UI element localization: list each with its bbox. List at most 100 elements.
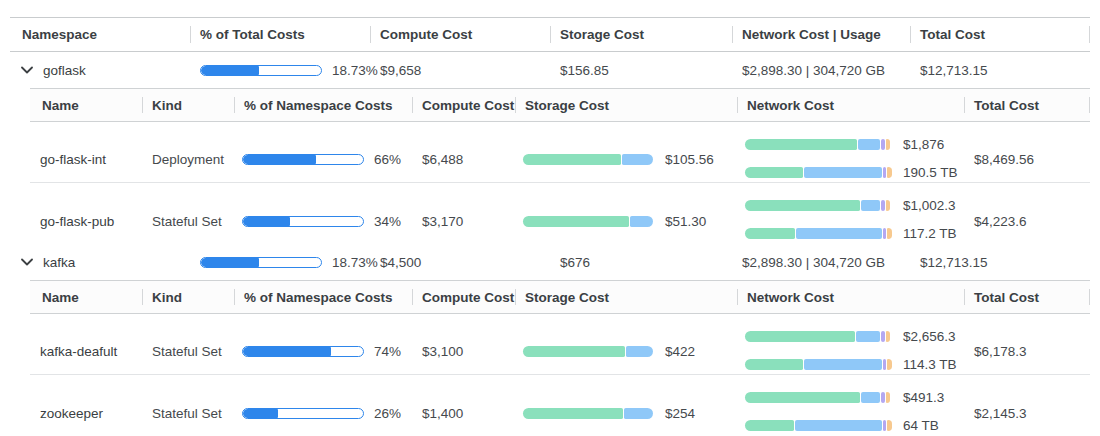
bar-segment bbox=[745, 420, 794, 431]
storage-cost-bar bbox=[523, 154, 655, 165]
bar-segment bbox=[745, 228, 795, 239]
subheader-network-cost: Network Cost bbox=[737, 89, 964, 121]
bar-segment bbox=[886, 139, 890, 150]
bar-segment bbox=[622, 154, 654, 165]
bar-segment bbox=[881, 200, 885, 211]
bar-segment bbox=[745, 392, 860, 403]
subheader-storage-cost: Storage Cost bbox=[515, 281, 737, 313]
network-usage-value: 117.2 TB bbox=[903, 226, 957, 241]
workload-kind: Stateful Set bbox=[152, 344, 222, 359]
header-pct-total-costs: % of Total Costs bbox=[190, 18, 370, 51]
subheader-total-cost: Total Cost bbox=[964, 89, 1090, 121]
pct-namespace-costs-bar bbox=[242, 154, 364, 165]
workload-header-row: Name Kind % of Namespace Costs Compute C… bbox=[30, 280, 1090, 314]
workload-row-go-flask-pub[interactable]: go-flask-pub Stateful Set 34% $3,170 $51… bbox=[30, 183, 1090, 244]
total-cost-value: $2,145.3 bbox=[974, 406, 1027, 421]
network-cost-bar bbox=[745, 392, 893, 403]
storage-cost-bar bbox=[523, 216, 655, 227]
cost-allocation-table: Namespace % of Total Costs Compute Cost … bbox=[10, 17, 1090, 436]
subheader-name: Name bbox=[30, 89, 142, 121]
compute-cost-value: $3,170 bbox=[422, 214, 463, 229]
bar-segment bbox=[626, 346, 654, 357]
bar-segment bbox=[804, 167, 882, 178]
compute-cost-value: $4,500 bbox=[380, 255, 421, 270]
bar-segment bbox=[745, 167, 803, 178]
subheader-pct-namespace-costs: % of Namespace Costs bbox=[234, 281, 412, 313]
workload-kind: Deployment bbox=[152, 152, 224, 167]
storage-cost-value: $676 bbox=[560, 255, 590, 270]
workload-kind: Stateful Set bbox=[152, 214, 222, 229]
bar-segment bbox=[624, 408, 653, 419]
bar-segment bbox=[858, 139, 879, 150]
network-cost-value: $1,876 bbox=[903, 137, 944, 152]
network-usage-bar bbox=[745, 167, 893, 178]
storage-cost-value: $105.56 bbox=[665, 152, 714, 167]
namespace-row-goflask[interactable]: goflask 18.73% $9,658 $156.85 $2,898.30 … bbox=[10, 52, 1090, 88]
network-cost-bar bbox=[745, 139, 893, 150]
storage-cost-value: $156.85 bbox=[560, 63, 609, 78]
bar-segment bbox=[795, 420, 882, 431]
chevron-down-icon[interactable] bbox=[20, 258, 34, 266]
network-cost-value: $1,002.3 bbox=[903, 198, 956, 213]
total-cost-value: $8,469.56 bbox=[974, 152, 1034, 167]
bar-segment bbox=[523, 154, 621, 165]
bar-segment bbox=[883, 359, 886, 370]
pct-total-costs-bar bbox=[200, 257, 322, 268]
network-usage-bar bbox=[745, 228, 893, 239]
bar-segment bbox=[887, 359, 891, 370]
workload-row-go-flask-int[interactable]: go-flask-int Deployment 66% $6,488 $105.… bbox=[30, 122, 1090, 183]
bar-segment bbox=[886, 392, 890, 403]
subheader-compute-cost: Compute Cost bbox=[412, 89, 515, 121]
storage-cost-value: $254 bbox=[665, 406, 695, 421]
namespace-name: kafka bbox=[43, 255, 75, 270]
storage-cost-value: $51.30 bbox=[665, 214, 706, 229]
compute-cost-value: $9,658 bbox=[380, 63, 421, 78]
bar-segment bbox=[861, 200, 880, 211]
network-usage-value: 64 TB bbox=[903, 418, 939, 433]
network-cost-value: $2,656.3 bbox=[903, 329, 956, 344]
namespace-name: goflask bbox=[43, 63, 86, 78]
pct-namespace-costs-value: 74% bbox=[374, 344, 401, 359]
subheader-network-cost: Network Cost bbox=[737, 281, 964, 313]
total-cost-value: $6,178.3 bbox=[974, 344, 1027, 359]
subheader-total-cost: Total Cost bbox=[964, 281, 1090, 313]
bar-segment bbox=[523, 346, 625, 357]
workload-kind: Stateful Set bbox=[152, 406, 222, 421]
subheader-compute-cost: Compute Cost bbox=[412, 281, 515, 313]
pct-total-costs-bar bbox=[200, 65, 322, 76]
bar-segment bbox=[630, 216, 654, 227]
namespace-row-kafka[interactable]: kafka 18.73% $4,500 $676 $2,898.30 | 304… bbox=[10, 244, 1090, 280]
compute-cost-value: $6,488 bbox=[422, 152, 463, 167]
workload-header-row: Name Kind % of Namespace Costs Compute C… bbox=[30, 88, 1090, 122]
pct-namespace-costs-bar bbox=[242, 346, 364, 357]
subheader-storage-cost: Storage Cost bbox=[515, 89, 737, 121]
workload-table-goflask: Name Kind % of Namespace Costs Compute C… bbox=[30, 88, 1090, 244]
bar-segment bbox=[523, 216, 629, 227]
workload-name: go-flask-int bbox=[40, 152, 106, 167]
workload-name: zookeeper bbox=[40, 406, 103, 421]
workload-row-kafka-deafult[interactable]: kafka-deafult Stateful Set 74% $3,100 $4… bbox=[30, 314, 1090, 375]
storage-cost-bar bbox=[523, 346, 655, 357]
workload-name: kafka-deafult bbox=[40, 344, 117, 359]
workload-table-kafka: Name Kind % of Namespace Costs Compute C… bbox=[30, 280, 1090, 436]
total-cost-value: $12,713.15 bbox=[920, 63, 988, 78]
compute-cost-value: $3,100 bbox=[422, 344, 463, 359]
bar-segment bbox=[887, 167, 891, 178]
bar-segment bbox=[883, 228, 886, 239]
network-cost-usage-value: $2,898.30 | 304,720 GB bbox=[742, 255, 885, 270]
bar-segment bbox=[745, 200, 860, 211]
workload-row-zookeeper[interactable]: zookeeper Stateful Set 26% $1,400 $254 $… bbox=[30, 375, 1090, 436]
storage-cost-bar bbox=[523, 408, 655, 419]
pct-namespace-costs-value: 26% bbox=[374, 406, 401, 421]
network-cost-bar bbox=[745, 331, 893, 342]
chevron-down-icon[interactable] bbox=[20, 66, 34, 74]
network-cost-usage-value: $2,898.30 | 304,720 GB bbox=[742, 63, 885, 78]
bar-segment bbox=[887, 228, 891, 239]
main-header-row: Namespace % of Total Costs Compute Cost … bbox=[10, 17, 1090, 52]
total-cost-value: $4,223.6 bbox=[974, 214, 1027, 229]
subheader-name: Name bbox=[30, 281, 142, 313]
bar-segment bbox=[881, 392, 885, 403]
header-total-cost: Total Cost bbox=[910, 18, 1090, 51]
network-cost-bar bbox=[745, 200, 893, 211]
pct-namespace-costs-bar bbox=[242, 216, 364, 227]
